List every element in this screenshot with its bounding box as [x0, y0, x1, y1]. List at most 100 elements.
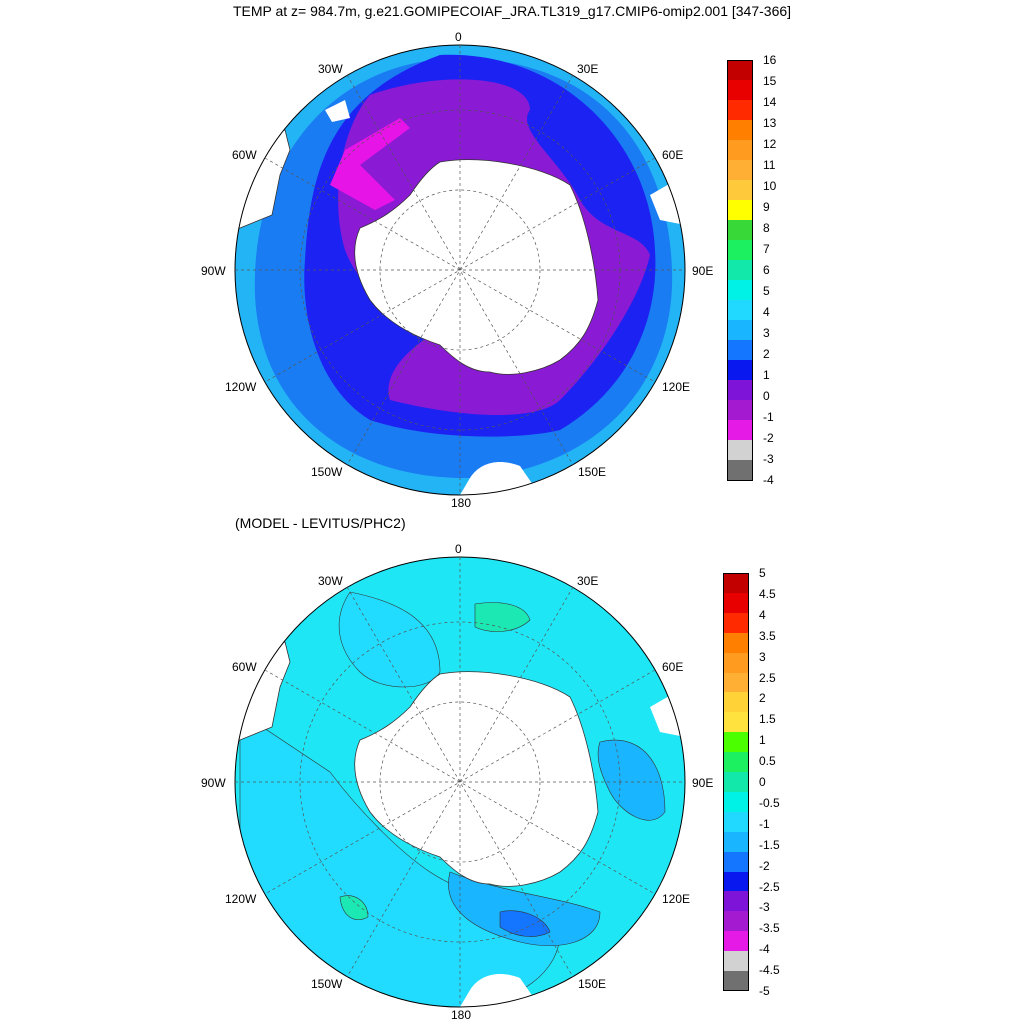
top-colorbar-tick-label: 9 [763, 200, 770, 214]
bottom-colorbar-tick-label: 1.5 [759, 712, 776, 727]
top-colorbar-box [727, 60, 753, 81]
top-colorbar-box [727, 200, 753, 221]
top-antarctica [354, 159, 599, 375]
bottom-colorbar-box [723, 772, 749, 793]
bottom-lon-label-180: 180 [451, 1008, 472, 1022]
bottom-colorbar-box [723, 811, 749, 833]
top-colorbar-tick-label: 12 [763, 137, 777, 151]
top-lon-label-30e: 30E [577, 62, 599, 76]
bottom-colorbar-tick-label: 0.5 [759, 754, 776, 769]
bottom-colorbar-tick-label: -2.5 [759, 879, 780, 894]
top-polar-map [234, 44, 686, 496]
top-colorbar-tick-label: 7 [763, 242, 770, 256]
bottom-colorbar-box [723, 752, 749, 773]
bottom-colorbar-box [723, 592, 749, 614]
bottom-colorbar-box [723, 692, 749, 713]
top-lon-label-150w: 150W [311, 465, 343, 479]
bottom-colorbar-tick-label: -0.5 [759, 795, 780, 810]
bottom-lon-label-30e: 30E [577, 574, 599, 588]
top-colorbar-tick-label: 15 [763, 74, 777, 88]
bottom-colorbar-tick-label: 1 [759, 733, 766, 748]
top-colorbar-tick-label: 0 [763, 389, 770, 403]
top-colorbar-box [727, 80, 753, 101]
bottom-colorbar-box [723, 672, 749, 693]
bottom-region-pale-2 [338, 591, 441, 688]
top-colorbar-tick-label: 11 [763, 158, 776, 172]
top-grid [235, 45, 685, 495]
top-colorbar-box [727, 340, 753, 361]
bottom-colorbar-tick-label: -1 [759, 816, 770, 831]
top-lon-label-150e: 150E [578, 465, 607, 479]
top-colorbar-box [727, 420, 753, 441]
bottom-colorbar-tick-label: 2.5 [759, 670, 776, 685]
bottom-colorbar-box [723, 831, 749, 853]
top-colorbar-box [727, 460, 753, 481]
bottom-antarctica [354, 671, 599, 887]
bottom-region-teal-2 [339, 895, 369, 920]
bottom-colorbar-box [723, 851, 749, 873]
top-colorbar-box [727, 140, 753, 161]
top-colorbar-box [727, 240, 753, 261]
top-colorbar-box [727, 220, 753, 241]
bottom-colorbar-box [723, 712, 749, 733]
top-lon-label-90e: 90E [692, 264, 714, 278]
top-south-america-tip [325, 100, 350, 122]
top-colorbar-tick-label: 4 [763, 305, 770, 319]
top-colorbar-box [727, 280, 753, 301]
bottom-colorbar-tick-label: -4 [759, 942, 770, 957]
bottom-colorbar-box [723, 791, 749, 813]
top-colorbar-box [727, 120, 753, 141]
top-colorbar-box [727, 400, 753, 421]
bottom-colorbar-box [723, 732, 749, 753]
top-colorbar-box [727, 380, 753, 401]
bottom-colorbar-tick-label: 5 [759, 566, 766, 580]
top-colorbar-box [727, 320, 753, 341]
bottom-colorbar-tick-label: 2 [759, 691, 766, 706]
bottom-colorbar-tick-label: -3.5 [759, 921, 780, 936]
bottom-polar-map [234, 556, 686, 1008]
bottom-colorbar-box [723, 891, 749, 912]
top-lon-label-60w: 60W [232, 148, 257, 162]
top-lon-label-90w: 90W [201, 264, 226, 278]
top-lon-label-120w: 120W [225, 380, 257, 394]
bottom-colorbar-tick-label: 0 [759, 775, 766, 789]
bottom-region-mid-1 [448, 871, 601, 947]
bottom-lon-label-30w: 30W [318, 574, 343, 588]
top-colorbar-box [727, 300, 753, 321]
top-lon-label-120e: 120E [662, 380, 691, 394]
bottom-colorbar-box [723, 632, 749, 654]
bottom-lon-label-150e: 150E [578, 977, 607, 991]
bottom-colorbar-tick-label: -3 [759, 900, 770, 915]
bottom-colorbar: 5 4.5 4 3.5 3 2.5 2 1.5 1 0.5 0 -0.5 -1 -1.5 -2 -2.5 -3 -… [723, 566, 803, 998]
top-colorbar-tick-label: 14 [763, 95, 777, 109]
top-colorbar-box [727, 100, 753, 121]
bottom-grid [235, 557, 685, 1007]
top-lon-label-180: 180 [451, 496, 472, 510]
top-colorbar-tick-label: -1 [763, 410, 774, 424]
bottom-colorbar-box [723, 612, 749, 634]
top-colorbar-tick-label: 6 [763, 263, 770, 277]
top-lon-label-60e: 60E [662, 148, 684, 162]
top-colorbar-box [727, 360, 753, 381]
bottom-colorbar-box [723, 951, 749, 972]
bottom-colorbar-box [723, 971, 749, 992]
bottom-colorbar-tick-label: 3 [759, 649, 766, 664]
top-colorbar-tick-label: 8 [763, 221, 770, 235]
top-colorbar-tick-label: 2 [763, 347, 770, 361]
bottom-colorbar-tick-label: 3.5 [759, 628, 776, 643]
top-colorbar-tick-label: 3 [763, 326, 770, 340]
top-lon-label-30w: 30W [318, 62, 343, 76]
top-colorbar-tick-label: 1 [763, 368, 770, 382]
top-colorbar-tick-label: 10 [763, 179, 777, 193]
top-colorbar-tick-label: 13 [763, 116, 777, 130]
top-colorbar: 16 15 14 13 12 11 10 9 8 7 6 5 4 3 2 1 0 -1 -2 -3 -4 [727, 53, 807, 487]
bottom-colorbar-tick-label: -5 [759, 984, 770, 998]
bottom-colorbar-box [723, 871, 749, 892]
bottom-map-panel: 0 30W 30E 60W 60E 90W 90E 120W 120E 150W… [0, 512, 1024, 1024]
top-lon-label-0: 0 [455, 30, 462, 44]
top-band-magenta [330, 118, 410, 210]
top-colorbar-box [727, 260, 753, 281]
bottom-lon-label-150w: 150W [311, 977, 343, 991]
top-colorbar-box [727, 180, 753, 201]
figure-title: TEMP at z= 984.7m, g.e21.GOMIPECOIAF_JRA… [232, 3, 792, 19]
